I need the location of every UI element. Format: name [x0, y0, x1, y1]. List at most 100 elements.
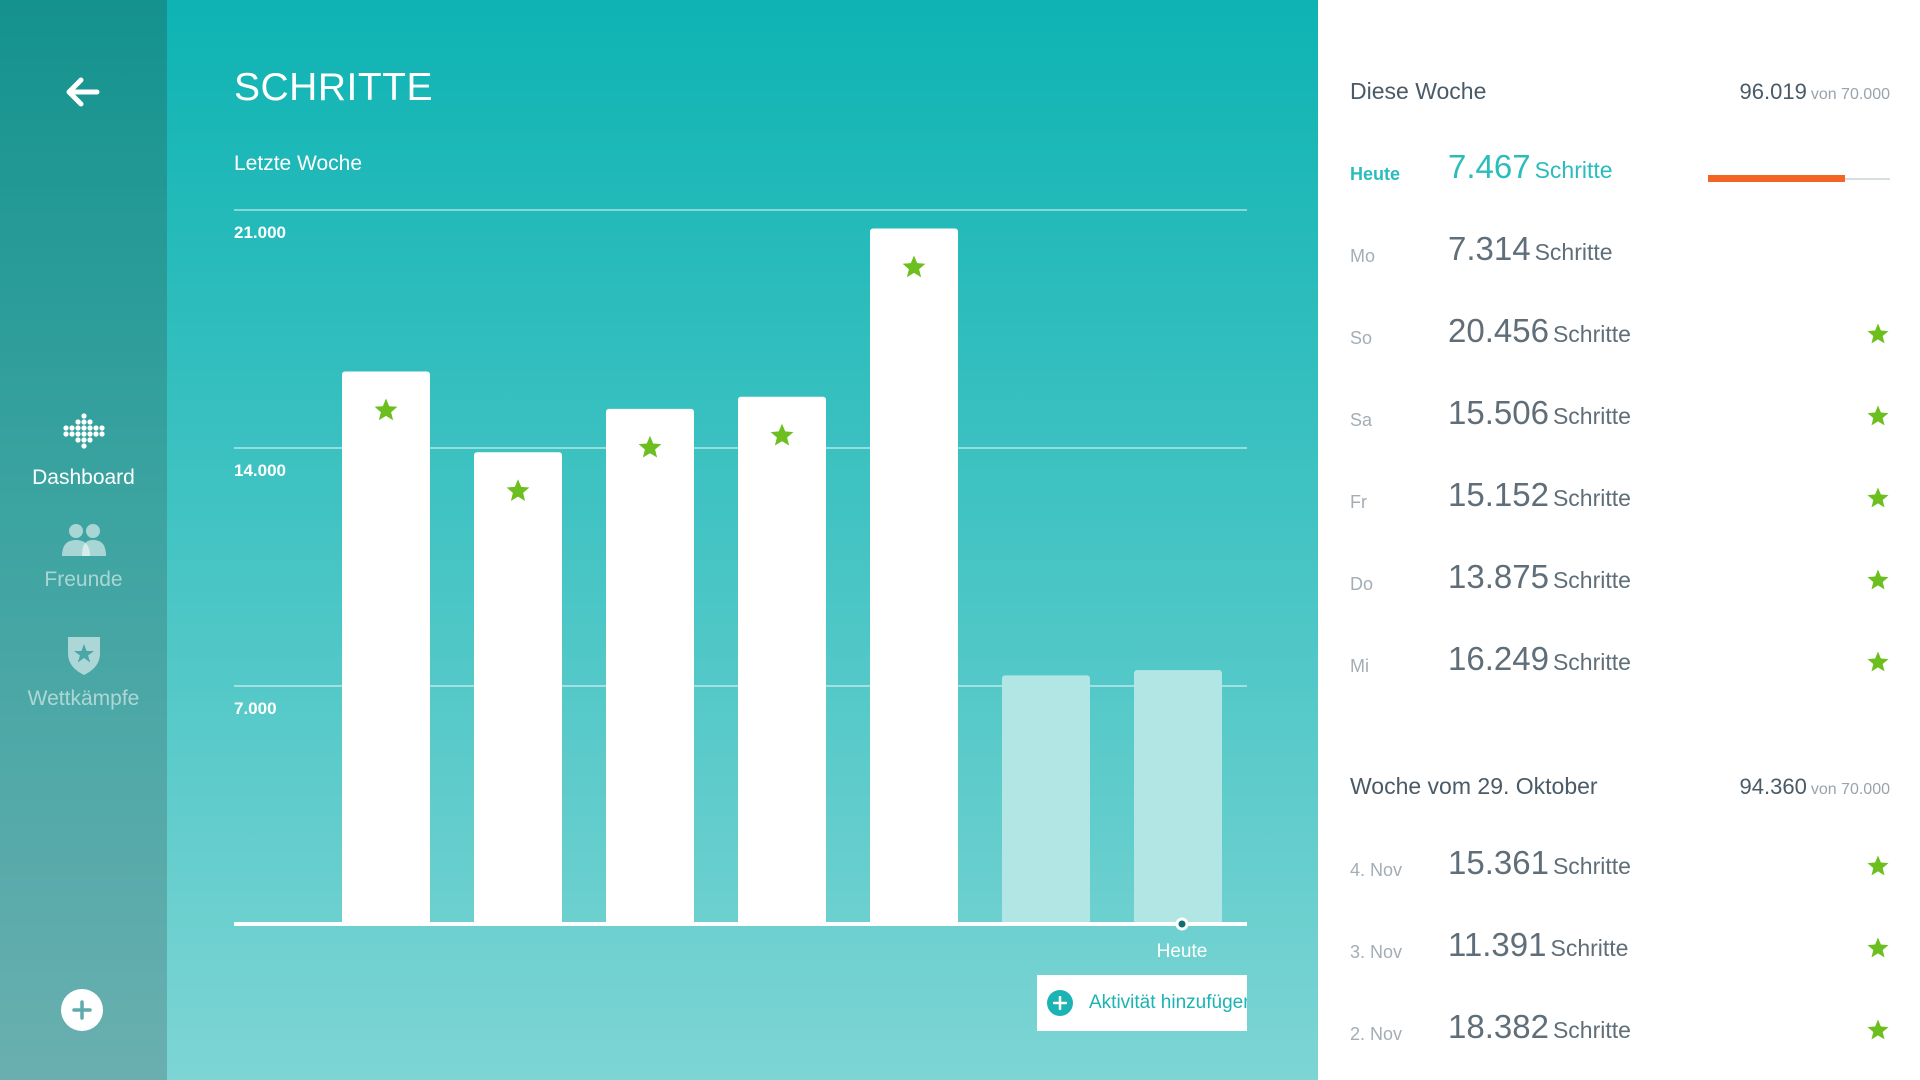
star-icon — [1867, 855, 1889, 876]
bar-fr[interactable] — [606, 408, 694, 924]
day-steps-unit: Schritte — [1552, 403, 1631, 429]
day-row[interactable]: Do 13.875 Schritte — [1350, 550, 1890, 610]
star-icon — [1867, 405, 1889, 426]
add-activity-button[interactable]: Aktivität hinzufügen — [1037, 975, 1247, 1031]
sidebar-item-label: Freunde — [44, 568, 123, 591]
y-tick-label: 14.000 — [234, 461, 286, 480]
day-row[interactable]: 2. Nov 18.382 Schritte — [1350, 1000, 1890, 1060]
day-label: 3. Nov — [1350, 942, 1403, 962]
day-row[interactable]: Mi 16.249 Schritte — [1350, 632, 1890, 692]
day-steps-value: 13.875 — [1448, 558, 1549, 595]
day-row[interactable]: 3. Nov 11.391 Schritte — [1350, 918, 1890, 978]
prev-week-goal: von 70.000 — [1810, 781, 1890, 798]
day-label: Fr — [1350, 492, 1367, 512]
plus-icon — [72, 1000, 92, 1020]
day-row-today[interactable]: Heute 7.467 Schritte — [1350, 140, 1890, 200]
day-label: Mo — [1350, 246, 1376, 266]
day-steps-value: 18.382 — [1448, 1008, 1549, 1045]
bar-so[interactable] — [870, 228, 958, 925]
shield-star-icon — [67, 637, 100, 675]
day-row[interactable]: Fr 15.152 Schritte — [1350, 468, 1890, 528]
day-label: Do — [1350, 574, 1374, 594]
day-steps: 16.249 Schritte — [1448, 640, 1631, 678]
day-steps: 11.391 Schritte — [1448, 926, 1628, 964]
today-progress-fill — [1708, 175, 1845, 182]
add-button[interactable] — [61, 989, 103, 1031]
day-row[interactable]: 4. Nov 15.361 Schritte — [1350, 836, 1890, 896]
star-icon — [1867, 569, 1889, 590]
goal-star-icon — [638, 435, 662, 458]
today-marker — [1175, 917, 1189, 931]
sidebar: Dashboard Freunde Wettkämpfe — [0, 0, 167, 1080]
this-week-total: 96.019 — [1739, 79, 1807, 104]
star-icon — [1867, 323, 1889, 344]
plus-circle-icon — [1047, 990, 1073, 1016]
friends-icon — [61, 524, 106, 556]
day-row[interactable]: Sa 15.506 Schritte — [1350, 386, 1890, 446]
day-label: Heute — [1350, 164, 1401, 184]
day-steps-value: 15.152 — [1448, 476, 1549, 513]
star-icon — [1867, 487, 1889, 508]
day-steps-value: 7.467 — [1448, 148, 1531, 185]
day-steps-unit: Schritte — [1552, 485, 1631, 511]
add-activity-label: Aktivität hinzufügen — [1089, 992, 1247, 1013]
goal-star-icon — [770, 423, 794, 446]
today-progress-bar — [1708, 175, 1890, 182]
day-row[interactable]: So 20.456 Schritte — [1350, 304, 1890, 364]
bar-heute[interactable] — [1134, 670, 1222, 924]
back-button[interactable] — [58, 70, 108, 114]
y-tick-label: 7.000 — [234, 699, 277, 718]
day-steps-unit: Schritte — [1552, 649, 1631, 675]
goal-star-icon — [374, 398, 398, 421]
prev-week-total: 94.360 — [1739, 774, 1807, 799]
prev-week-title: Woche vom 29. Oktober — [1350, 773, 1598, 799]
dots-grid-icon — [62, 413, 105, 449]
page-title: SCHRITTE — [234, 66, 433, 109]
day-steps: 20.456 Schritte — [1448, 312, 1631, 350]
day-steps-unit: Schritte — [1552, 567, 1631, 593]
stats-panel: Diese Woche 96.019 von 70.000 Heute 7.467 S… — [1318, 0, 1920, 1080]
day-steps-value: 20.456 — [1448, 312, 1549, 349]
star-icon — [1867, 651, 1889, 672]
day-row[interactable]: Mo 7.314 Schritte — [1350, 222, 1890, 282]
day-steps-unit: Schritte — [1534, 157, 1613, 183]
bar-mo[interactable] — [1002, 675, 1090, 924]
day-steps-unit: Schritte — [1552, 853, 1631, 879]
day-steps: 15.506 Schritte — [1448, 394, 1631, 432]
bar-do[interactable] — [474, 452, 562, 924]
day-steps: 7.314 Schritte — [1448, 230, 1613, 268]
day-label: Sa — [1350, 410, 1373, 430]
bar-mi[interactable] — [342, 371, 430, 924]
day-steps-unit: Schritte — [1552, 1017, 1631, 1043]
day-steps-value: 15.361 — [1448, 844, 1549, 881]
day-steps: 15.152 Schritte — [1448, 476, 1631, 514]
goal-star-icon — [506, 479, 530, 501]
chart-subtitle: Letzte Woche — [234, 152, 363, 175]
sidebar-item-freunde[interactable]: Freunde — [0, 522, 167, 592]
day-steps-value: 16.249 — [1448, 640, 1549, 677]
this-week-summary: 96.019 von 70.000 — [1740, 79, 1890, 105]
day-label: 2. Nov — [1350, 1024, 1403, 1044]
bar-sa[interactable] — [738, 396, 826, 924]
day-steps: 15.361 Schritte — [1448, 844, 1631, 882]
sidebar-item-wettkampfe[interactable]: Wettkämpfe — [0, 633, 167, 711]
sidebar-item-dashboard[interactable]: Dashboard — [0, 412, 167, 490]
day-steps-unit: Schritte — [1550, 935, 1629, 961]
day-steps: 13.875 Schritte — [1448, 558, 1631, 596]
day-steps-unit: Schritte — [1534, 239, 1613, 265]
star-icon — [1867, 1019, 1889, 1040]
this-week-header: Diese Woche 96.019 von 70.000 — [1350, 78, 1890, 105]
day-steps: 7.467 Schritte — [1448, 148, 1613, 186]
day-steps-value: 11.391 — [1448, 926, 1547, 963]
goal-star-icon — [902, 255, 926, 278]
day-label: Mi — [1350, 656, 1369, 676]
today-axis-label: Heute — [1157, 941, 1208, 962]
day-steps: 18.382 Schritte — [1448, 1008, 1631, 1046]
prev-week-header: Woche vom 29. Oktober 94.360 von 70.000 — [1350, 773, 1890, 800]
day-label: So — [1350, 328, 1373, 348]
day-label: 4. Nov — [1350, 860, 1403, 880]
day-steps-value: 7.314 — [1448, 230, 1531, 267]
y-tick-label: 21.000 — [234, 223, 286, 242]
star-icon — [1867, 937, 1889, 958]
day-steps-value: 15.506 — [1448, 394, 1549, 431]
